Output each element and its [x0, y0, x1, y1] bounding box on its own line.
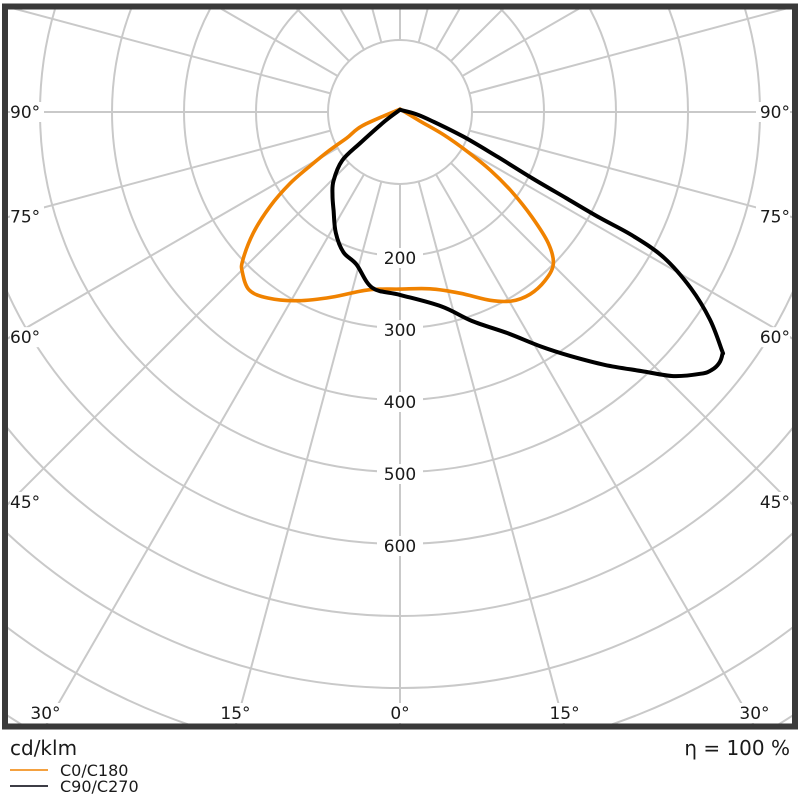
polar-chart-canvas: 200 300 400 500 600 90° 90° 75° 75° 60° 60° 45° 45° 3… [2, 3, 798, 730]
label-halo [756, 102, 790, 122]
label-halo [10, 102, 44, 122]
angle-tick-label-bottom: 30° [739, 704, 769, 724]
label-halo [756, 492, 790, 512]
radial-tick-label: 400 [384, 393, 416, 413]
radial-tick-label: 300 [384, 321, 416, 341]
angle-tick-label-bottom: 30° [30, 704, 60, 724]
angle-tick-label-right: 90° [760, 103, 790, 123]
label-halo [377, 248, 423, 268]
grid-spoke [435, 173, 755, 724]
radial-tick-label: 500 [384, 465, 416, 485]
radial-tick-label: 600 [384, 537, 416, 557]
label-halo [27, 703, 64, 723]
curve-c0-c180 [239, 107, 556, 304]
angle-tick-label-bottom: 0° [390, 704, 409, 724]
label-halo [217, 703, 254, 723]
grid-spoke [45, 173, 365, 724]
grid-spoke [220, 9, 339, 77]
angle-tick-label-left: 75° [10, 208, 40, 228]
plot-frame [2, 3, 798, 730]
legend-label-c90-c270: C90/C270 [60, 776, 139, 796]
label-halo [546, 703, 583, 723]
label-halo [10, 492, 44, 512]
label-halo [377, 392, 423, 412]
legend-item-c90-c270: C90/C270 [10, 778, 139, 794]
legend-line-swatch-c90-c270 [10, 785, 48, 787]
grid-spoke [8, 162, 350, 506]
grid-spoke [469, 9, 787, 95]
unit-label: cd/klm [10, 736, 78, 760]
angle-tick-label-left: 90° [10, 103, 40, 123]
label-halo [756, 327, 790, 348]
angle-tick-label-right: 60° [760, 328, 790, 348]
angle-tick-label-right: 45° [760, 493, 790, 513]
efficiency-value: η = 100 % [684, 736, 790, 760]
curve-c90-c270 [330, 107, 726, 379]
label-halo [736, 703, 773, 723]
grid-spoke [235, 181, 383, 724]
legend-line-swatch-c0-c180 [10, 769, 48, 771]
angle-tick-label-right: 75° [760, 208, 790, 228]
label-halo [10, 206, 44, 227]
angle-tick-label-left: 45° [10, 493, 40, 513]
grid-spoke [8, 147, 339, 340]
grid-spoke [450, 162, 792, 506]
angle-tick-label-left: 60° [10, 328, 40, 348]
label-halo [377, 320, 423, 340]
grid-spoke [8, 129, 331, 219]
grid-spoke [469, 129, 792, 219]
angle-tick-label-bottom: 15° [549, 704, 579, 724]
grid-spoke [461, 147, 792, 340]
grid-spoke [417, 181, 565, 724]
label-halo [10, 327, 44, 348]
label-halo [386, 703, 414, 723]
grid-spoke [461, 9, 580, 77]
legend: C0/C180 C90/C270 [10, 762, 139, 794]
label-halo [756, 206, 790, 227]
grid-spoke [13, 9, 331, 95]
legend-item-c0-c180: C0/C180 [10, 762, 139, 778]
tick-labels: 200 300 400 500 600 90° 90° 75° 75° 60° 60° 45° 45° 3… [10, 102, 790, 724]
legend-label-c0-c180: C0/C180 [60, 760, 129, 780]
label-halo [377, 536, 423, 556]
radial-tick-label: 200 [384, 249, 416, 269]
angle-tick-label-bottom: 15° [220, 704, 250, 724]
label-halo [377, 464, 423, 484]
